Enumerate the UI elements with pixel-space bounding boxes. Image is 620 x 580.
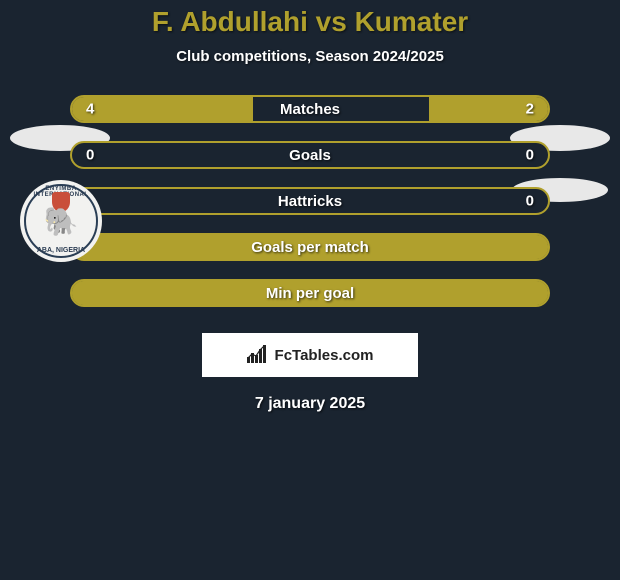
page-subtitle: Club competitions, Season 2024/2025 (176, 48, 444, 65)
stat-value-right: 0 (526, 147, 534, 164)
brand-label: FcTables.com (275, 347, 374, 364)
stat-row: Min per goal (70, 279, 550, 307)
stat-label: Goals (289, 147, 331, 164)
stat-value-left: 4 (86, 101, 94, 118)
stat-label: Goals per match (251, 239, 369, 256)
brand-box[interactable]: FcTables.com (202, 333, 418, 377)
stat-value-right: 2 (526, 101, 534, 118)
badge-bottom-text: ABA, NIGERIA (20, 247, 102, 254)
stat-value-left: 0 (86, 147, 94, 164)
stat-row: 0 0 Goals (70, 141, 550, 169)
stat-row: 00Hattricks (70, 187, 550, 215)
stat-label: Matches (280, 101, 340, 118)
stat-fill-left (72, 97, 253, 121)
date-line: 7 january 2025 (255, 395, 365, 413)
bar-chart-icon (247, 345, 269, 365)
stat-value-right: 0 (526, 193, 534, 210)
stat-row: Goals per match (70, 233, 550, 261)
stats-rows: 42Matches00Goals00HattricksGoals per mat… (70, 95, 550, 307)
elephant-icon: 🐘 (44, 205, 79, 238)
player-left-club-badge: ENYIMBA INTERNATIONAL 🐘 ABA, NIGERIA (20, 180, 102, 262)
page-title: F. Abdullahi vs Kumater (152, 6, 468, 38)
stat-row: 4 2 Matches (70, 95, 550, 123)
stat-label: Hattricks (278, 193, 342, 210)
stat-label: Min per goal (266, 285, 354, 302)
